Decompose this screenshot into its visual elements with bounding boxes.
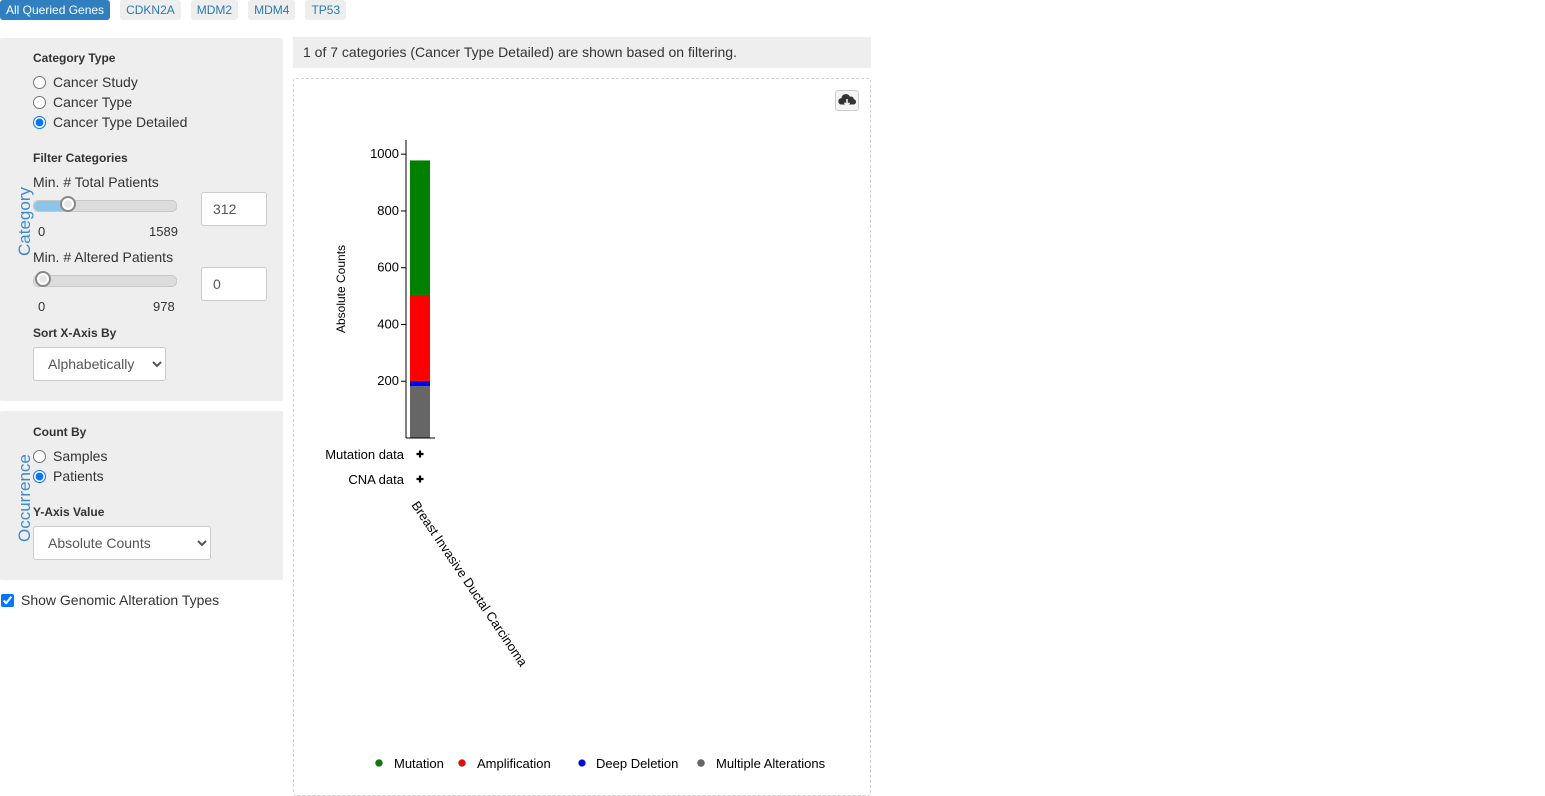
sort-x-axis-title: Sort X-Axis By (33, 326, 117, 340)
legend-label-deep-deletion: Deep Deletion (596, 756, 678, 771)
category-panel: Category Category Type Cancer Study Canc… (0, 38, 283, 401)
min-altered-slider-thumb[interactable] (35, 271, 51, 287)
legend-label-mutation: Mutation (394, 756, 444, 771)
radio-cancer-type-detailed[interactable]: Cancer Type Detailed (33, 114, 187, 130)
chart-container (293, 78, 871, 796)
radio-cancer-type-input[interactable] (33, 95, 46, 109)
bar-segment-deep-deletion[interactable] (410, 380, 430, 387)
radio-cancer-type-detailed-label: Cancer Type Detailed (53, 114, 188, 130)
gene-tab-mdm4[interactable]: MDM4 (248, 0, 296, 20)
y-axis-value-title: Y-Axis Value (33, 505, 105, 519)
y-tick-label: 800 (377, 203, 399, 218)
show-alteration-types[interactable]: Show Genomic Alteration Types (0, 592, 219, 608)
sort-x-axis-select[interactable]: Alphabetically (33, 347, 166, 381)
radio-patients-label: Patients (53, 468, 104, 484)
radio-patients[interactable]: Patients (33, 468, 104, 484)
radio-cancer-type[interactable]: Cancer Type (33, 94, 132, 110)
radio-cancer-study[interactable]: Cancer Study (33, 74, 138, 90)
cloud-download-icon (838, 94, 856, 107)
y-axis-label: Absolute Counts (334, 245, 348, 333)
radio-samples-label: Samples (53, 448, 108, 464)
legend-swatch-multiple-alterations (697, 759, 705, 767)
show-alteration-types-label: Show Genomic Alteration Types (21, 592, 220, 608)
gene-tab-cdkn2a[interactable]: CDKN2A (120, 0, 181, 20)
min-total-label: Min. # Total Patients (33, 174, 159, 190)
count-by-title: Count By (33, 425, 87, 439)
min-altered-label: Min. # Altered Patients (33, 249, 174, 265)
bar-segment-mutation[interactable] (410, 160, 430, 295)
legend-label-multiple-alterations: Multiple Alterations (716, 756, 826, 771)
y-tick-label: 600 (377, 260, 399, 275)
y-tick-label: 200 (377, 373, 399, 388)
min-altered-slider[interactable] (33, 271, 177, 287)
min-total-slider-fill (34, 201, 68, 211)
radio-cancer-type-label: Cancer Type (53, 94, 133, 110)
min-total-input[interactable] (201, 192, 267, 226)
bar-segment-multiple[interactable] (410, 386, 430, 438)
legend-swatch-amplification (458, 759, 466, 767)
x-tick-label: Breast Invasive Ductal Carcinoma (409, 498, 531, 669)
legend-label-amplification: Amplification (477, 756, 551, 771)
bar-segment-amplification[interactable] (410, 294, 430, 381)
legend-swatch-mutation (375, 759, 383, 767)
cna-data-plus-icon[interactable] (416, 475, 424, 483)
radio-cancer-study-input[interactable] (33, 75, 46, 89)
radio-samples[interactable]: Samples (33, 448, 107, 464)
y-axis-value-select[interactable]: Absolute Counts (33, 526, 211, 560)
gene-tab-all[interactable]: All Queried Genes (0, 0, 111, 20)
radio-samples-input[interactable] (33, 449, 46, 463)
legend-swatch-deep-deletion (578, 759, 586, 767)
y-axis-ticks: 200 400 600 800 1000 (370, 146, 406, 388)
row-label-cna-data: CNA data (348, 472, 404, 487)
min-altered-input[interactable] (201, 267, 267, 301)
occurrence-panel: Occurrence Count By Samples Patients Y-A… (0, 411, 283, 580)
chart-legend: Mutation Amplification Deep Deletion Mul… (375, 756, 826, 771)
radio-cancer-study-label: Cancer Study (53, 74, 138, 90)
mutation-data-plus-icon[interactable] (416, 450, 424, 458)
min-total-max: 1589 (149, 224, 178, 239)
gene-tab-mdm2[interactable]: MDM2 (190, 0, 239, 20)
radio-patients-input[interactable] (33, 469, 46, 483)
bar-stack (410, 160, 430, 438)
filter-info-bar: 1 of 7 categories (Cancer Type Detailed)… (293, 37, 871, 68)
min-total-min: 0 (38, 224, 46, 239)
filter-categories-title: Filter Categories (33, 151, 128, 165)
min-altered-min: 0 (38, 299, 46, 314)
row-label-mutation-data: Mutation data (325, 447, 405, 462)
y-tick-label: 1000 (370, 146, 399, 161)
min-altered-max: 978 (153, 299, 175, 314)
show-alteration-types-checkbox[interactable] (1, 593, 14, 607)
radio-cancer-type-detailed-input[interactable] (33, 115, 46, 129)
gene-tabs: All Queried Genes CDKN2A MDM2 MDM4 TP53 (0, 0, 347, 22)
gene-tab-tp53[interactable]: TP53 (305, 0, 347, 20)
category-type-title: Category Type (33, 51, 116, 65)
download-button[interactable] (835, 90, 859, 111)
min-total-slider[interactable] (33, 196, 177, 212)
y-tick-label: 400 (377, 316, 399, 331)
min-total-slider-thumb[interactable] (60, 196, 76, 212)
